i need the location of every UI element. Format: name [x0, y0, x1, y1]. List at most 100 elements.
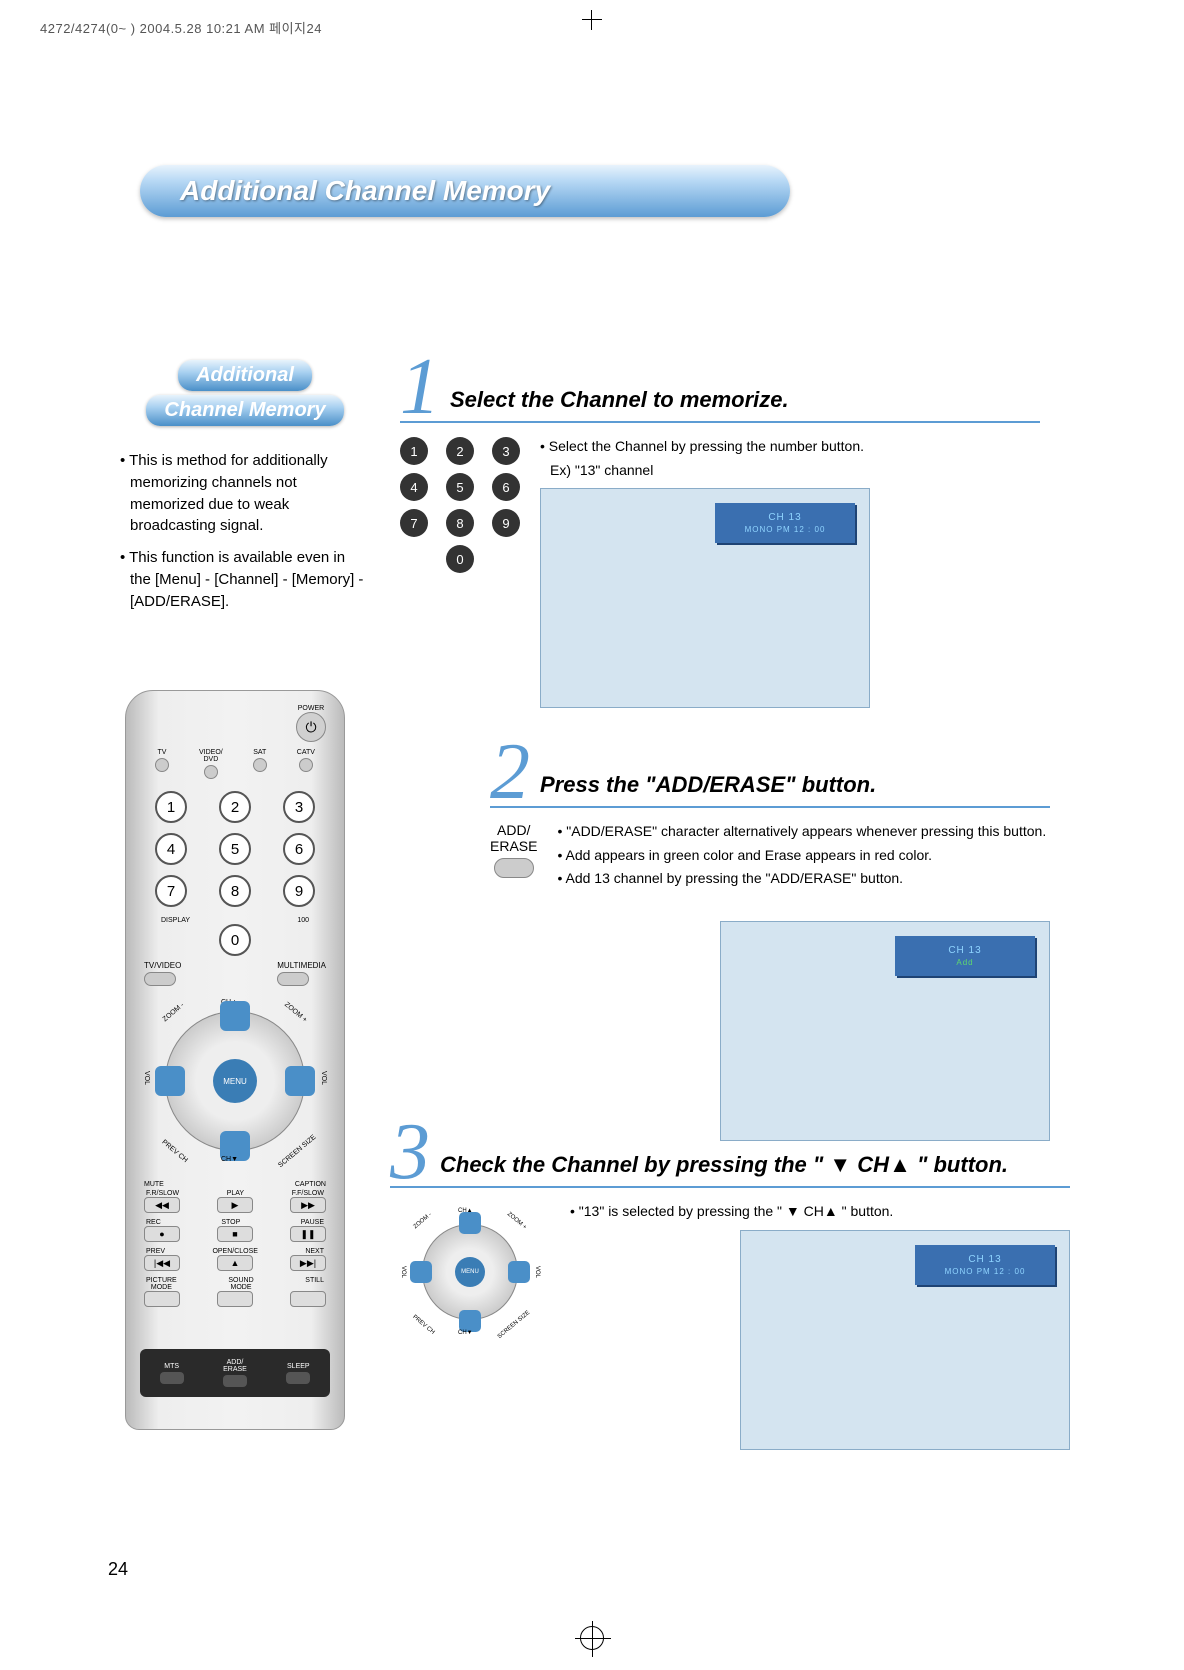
- src-label: CATV: [297, 749, 315, 756]
- power-button[interactable]: ⏻: [296, 712, 326, 742]
- rec-button[interactable]: ●: [144, 1226, 180, 1242]
- k0: 0: [446, 545, 474, 573]
- stop-button[interactable]: ■: [217, 1226, 253, 1242]
- step-1: 1 Select the Channel to memorize. 123 45…: [400, 355, 1040, 708]
- vol-label-r: VOL: [320, 1071, 327, 1085]
- vol-down-button[interactable]: [155, 1066, 185, 1096]
- eject-button[interactable]: ▲: [217, 1255, 253, 1271]
- sleep-button[interactable]: [286, 1372, 310, 1384]
- add-label: ADD/: [497, 822, 530, 838]
- digit-7[interactable]: 7: [155, 875, 187, 907]
- zoom-plus-label: ZOOM +: [283, 1001, 308, 1024]
- next-button[interactable]: ▶▶|: [290, 1255, 326, 1271]
- adderase-label: ADD/ ERASE: [223, 1359, 247, 1373]
- manual-page: 4272/4274(0~ ) 2004.5.28 10:21 AM 페이지24 …: [0, 0, 1184, 1670]
- print-header: 4272/4274(0~ ) 2004.5.28 10:21 AM 페이지24: [40, 18, 322, 37]
- vol-up-button[interactable]: [285, 1066, 315, 1096]
- ch-up-button[interactable]: [220, 1001, 250, 1031]
- ff-button[interactable]: ▶▶: [290, 1197, 326, 1213]
- pause-button[interactable]: ❚❚: [290, 1226, 326, 1242]
- page-title: Additional Channel Memory: [180, 175, 550, 207]
- dpad-zp: ZOOM +: [506, 1211, 528, 1230]
- digit-8[interactable]: 8: [219, 875, 251, 907]
- digit-5[interactable]: 5: [219, 833, 251, 865]
- k7: 7: [400, 509, 428, 537]
- picmode-button[interactable]: [144, 1291, 180, 1307]
- digit-0[interactable]: 0: [219, 924, 251, 956]
- display-label: DISPLAY: [161, 917, 190, 924]
- rec-label: REC: [146, 1219, 161, 1226]
- digit-9[interactable]: 9: [283, 875, 315, 907]
- adderase-button[interactable]: [223, 1375, 247, 1387]
- digit-1[interactable]: 1: [155, 791, 187, 823]
- ffslow-label: F.F/SLOW: [292, 1190, 324, 1197]
- mini-up: [459, 1212, 481, 1234]
- tvvideo-button[interactable]: [144, 972, 176, 986]
- catv-button[interactable]: [299, 758, 313, 772]
- hundred-button[interactable]: [301, 932, 315, 946]
- k5: 5: [446, 473, 474, 501]
- step2-bullet: • Add appears in green color and Erase a…: [557, 846, 1050, 866]
- numpad: 123 456 789 DISPLAY 100 0: [155, 791, 315, 966]
- section-description: • This is method for additionally memori…: [120, 450, 365, 622]
- still-label: STILL: [305, 1277, 324, 1291]
- digit-2[interactable]: 2: [219, 791, 251, 823]
- osd-time: MONO PM 12 : 00: [945, 1267, 1026, 1276]
- prev-button[interactable]: |◀◀: [144, 1255, 180, 1271]
- section-label-line1: Additional: [178, 360, 312, 391]
- dvd-button[interactable]: [204, 765, 218, 779]
- erase-label: ERASE: [490, 838, 537, 854]
- step2-text: • "ADD/ERASE" character alternatively ap…: [557, 822, 1050, 889]
- mini-right: [508, 1261, 530, 1283]
- osd-ch: CH 13: [948, 945, 981, 956]
- mts-button[interactable]: [160, 1372, 184, 1384]
- openclose-label: OPEN/CLOSE: [212, 1248, 258, 1255]
- step-number: 2: [490, 740, 530, 804]
- digit-4[interactable]: 4: [155, 833, 187, 865]
- play-button[interactable]: ▶: [217, 1197, 253, 1213]
- hundred-label: 100: [297, 917, 309, 924]
- crop-mark-top: [582, 10, 602, 30]
- add-erase-oval: [494, 858, 534, 878]
- soundmode-label: SOUND MODE: [228, 1277, 253, 1291]
- soundmode-button[interactable]: [217, 1291, 253, 1307]
- frslow-label: F.R/SLOW: [146, 1190, 179, 1197]
- source-row: TV VIDEO/ DVD SAT CATV: [126, 749, 344, 779]
- step1-text: • Select the Channel by pressing the num…: [540, 437, 1040, 480]
- osd-2: CH 13 Add: [895, 936, 1035, 976]
- mini-menu: MENU: [455, 1257, 485, 1287]
- desc-bullet: • This is method for additionally memori…: [120, 450, 365, 537]
- screensize-label: SCREEN SIZE: [278, 1134, 318, 1169]
- osd-add: Add: [956, 958, 973, 967]
- step-2: 2 Press the "ADD/ERASE" button. ADD/ ERA…: [490, 740, 1050, 1141]
- stop-label: STOP: [221, 1219, 240, 1226]
- k3: 3: [492, 437, 520, 465]
- digit-6[interactable]: 6: [283, 833, 315, 865]
- display-button[interactable]: [155, 932, 169, 946]
- digit-3[interactable]: 3: [283, 791, 315, 823]
- osd-1: CH 13 MONO PM 12 : 00: [715, 503, 855, 543]
- src-label: TV: [158, 749, 167, 756]
- section-label-line2: Channel Memory: [146, 395, 343, 426]
- multimedia-button[interactable]: [277, 972, 309, 986]
- tvvideo-group: TV/VIDEO: [144, 961, 181, 986]
- k6: 6: [492, 473, 520, 501]
- rewind-button[interactable]: ◀◀: [144, 1197, 180, 1213]
- tv-button[interactable]: [155, 758, 169, 772]
- next-label: NEXT: [305, 1248, 324, 1255]
- dpad: CH▲ MENU CH▼ ZOOM - ZOOM + VOL VOL PREV …: [155, 1001, 315, 1161]
- k8: 8: [446, 509, 474, 537]
- step-number: 1: [400, 355, 440, 419]
- step1-keypad: 123 456 789 0: [400, 437, 520, 708]
- dpad-pc: PREV CH: [411, 1314, 435, 1336]
- dpad-illustration: CH▲ MENU CH▼ ZOOM - ZOOM + VOL VOL PREV …: [410, 1212, 530, 1332]
- menu-button[interactable]: MENU: [213, 1059, 257, 1103]
- still-button[interactable]: [290, 1291, 326, 1307]
- tvvideo-label: TV/VIDEO: [144, 961, 181, 970]
- sat-button[interactable]: [253, 758, 267, 772]
- k1: 1: [400, 437, 428, 465]
- mini-down: [459, 1310, 481, 1332]
- k9: 9: [492, 509, 520, 537]
- step2-bullet: • Add 13 channel by pressing the "ADD/ER…: [557, 869, 1050, 889]
- caption-label: CAPTION: [295, 1181, 326, 1188]
